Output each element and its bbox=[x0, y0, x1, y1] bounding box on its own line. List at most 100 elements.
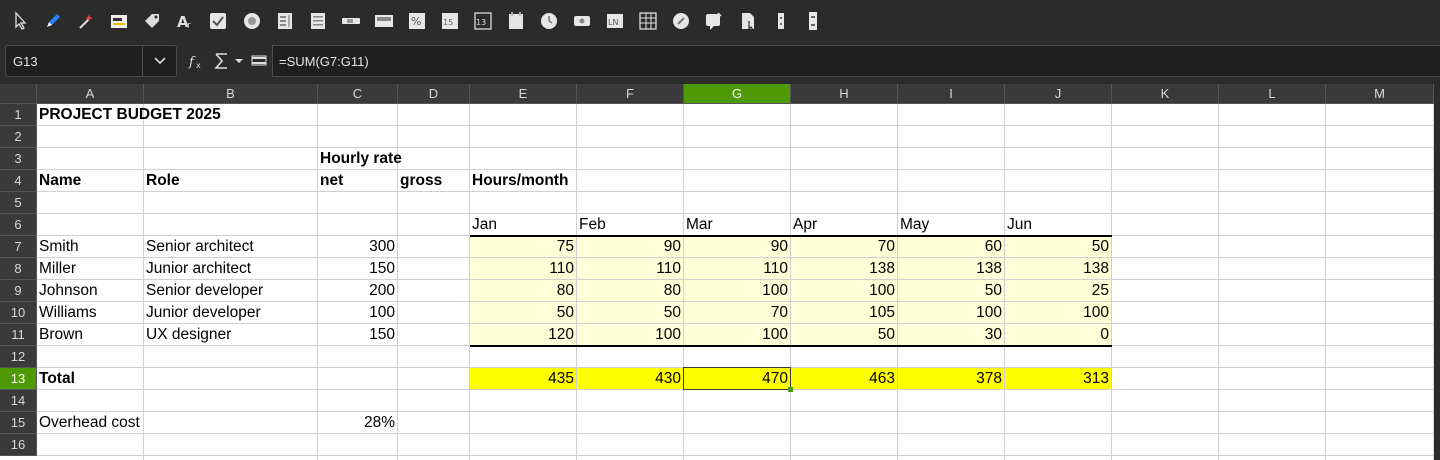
row-header-10[interactable]: 10 bbox=[0, 302, 37, 324]
group-box-icon[interactable] bbox=[373, 10, 395, 32]
combo-box-icon[interactable] bbox=[307, 10, 329, 32]
column-header-f[interactable]: F bbox=[577, 84, 684, 104]
row-header-6[interactable]: 6 bbox=[0, 214, 37, 236]
svg-text:f: f bbox=[188, 55, 196, 70]
date-field-icon[interactable] bbox=[505, 10, 527, 32]
select-all-corner[interactable] bbox=[0, 84, 37, 104]
row-gridline bbox=[37, 213, 1434, 214]
row-header-16[interactable]: 16 bbox=[0, 434, 37, 456]
row-header-2[interactable]: 2 bbox=[0, 126, 37, 148]
column-header-j[interactable]: J bbox=[1005, 84, 1112, 104]
column-gridline bbox=[790, 104, 791, 460]
row-header-14[interactable]: 14 bbox=[0, 390, 37, 412]
table-control-icon[interactable] bbox=[637, 10, 659, 32]
column-gridline bbox=[576, 104, 577, 460]
hours-value: 138 bbox=[1083, 260, 1109, 277]
row-gridline bbox=[37, 279, 1434, 280]
person-role: Junior architect bbox=[146, 260, 252, 277]
magic-wand-icon[interactable] bbox=[75, 10, 97, 32]
radio-button-icon[interactable] bbox=[241, 10, 263, 32]
tag-icon[interactable] bbox=[141, 10, 163, 32]
name-box[interactable]: G13 bbox=[5, 45, 177, 77]
form-control-icon[interactable] bbox=[108, 10, 130, 32]
hours-value: 120 bbox=[548, 326, 574, 343]
row-header-7[interactable]: 7 bbox=[0, 236, 37, 258]
label-field-icon[interactable]: LN bbox=[604, 10, 626, 32]
column-header-b[interactable]: B bbox=[144, 84, 318, 104]
column-gridline bbox=[897, 104, 898, 460]
hourly-rate-header: Hourly rate bbox=[320, 150, 402, 167]
overhead-label: Overhead cost bbox=[39, 414, 140, 431]
row-header-9[interactable]: 9 bbox=[0, 280, 37, 302]
checkbox-icon[interactable] bbox=[207, 10, 229, 32]
row-header-4[interactable]: 4 bbox=[0, 170, 37, 192]
person-name: Brown bbox=[39, 326, 83, 343]
spreadsheet-grid[interactable]: A B C D E F G H I J K L M 1 2 3 4 5 6 7 8 9 10 11 12 13 14 15 16 PROJ… bbox=[0, 84, 1434, 460]
row-gridline bbox=[37, 125, 1434, 126]
scrollbar-icon[interactable] bbox=[340, 10, 362, 32]
image-control-icon[interactable] bbox=[703, 10, 725, 32]
hourly-rate-value: 200 bbox=[369, 282, 395, 299]
select-pointer-icon[interactable] bbox=[10, 10, 32, 32]
image-button-icon[interactable] bbox=[571, 10, 593, 32]
column-header-h[interactable]: H bbox=[791, 84, 898, 104]
column-header-c[interactable]: C bbox=[318, 84, 398, 104]
row-gridline bbox=[37, 147, 1434, 148]
total-label: Total bbox=[39, 370, 75, 387]
hours-value: 100 bbox=[869, 282, 895, 299]
hours-value: 50 bbox=[984, 282, 1002, 299]
formula-icon[interactable] bbox=[249, 51, 269, 71]
sum-icon[interactable] bbox=[212, 51, 232, 71]
person-name: Johnson bbox=[39, 282, 98, 299]
column-gridline bbox=[1325, 104, 1326, 460]
row-header-1[interactable]: 1 bbox=[0, 104, 37, 126]
column-header-d[interactable]: D bbox=[398, 84, 470, 104]
file-selection-icon[interactable] bbox=[737, 10, 759, 32]
formula-input[interactable]: =SUM(G7:G11) bbox=[272, 45, 1440, 77]
gross-header: gross bbox=[400, 172, 443, 189]
autofill-handle[interactable] bbox=[788, 387, 793, 392]
row-header-5[interactable]: 5 bbox=[0, 192, 37, 214]
row-header-12[interactable]: 12 bbox=[0, 346, 37, 368]
column-header-k[interactable]: K bbox=[1112, 84, 1219, 104]
column-header-e[interactable]: E bbox=[470, 84, 577, 104]
column-gridline bbox=[683, 104, 684, 460]
name-box-dropdown-button[interactable] bbox=[142, 46, 177, 76]
hourly-rate-value: 150 bbox=[369, 326, 395, 343]
spin-button-icon[interactable] bbox=[770, 10, 792, 32]
month-header: Apr bbox=[793, 216, 818, 233]
column-header-i[interactable]: I bbox=[898, 84, 1005, 104]
active-cell-cursor[interactable] bbox=[683, 367, 791, 390]
column-header-g[interactable]: G bbox=[684, 84, 791, 104]
column-gridline bbox=[397, 104, 398, 460]
pen-icon[interactable] bbox=[42, 10, 64, 32]
time-field-icon[interactable] bbox=[538, 10, 560, 32]
hours-month-header: Hours/month bbox=[472, 172, 569, 189]
row-gridline bbox=[37, 191, 1434, 192]
hourly-rate-value: 100 bbox=[369, 304, 395, 321]
row-header-11[interactable]: 11 bbox=[0, 324, 37, 346]
row-gridline bbox=[37, 257, 1434, 258]
formatted-field-icon[interactable]: 13 bbox=[472, 10, 494, 32]
sum-dropdown-icon[interactable] bbox=[232, 51, 246, 71]
hours-value: 60 bbox=[984, 238, 1002, 255]
numeric-field-icon[interactable]: 15 bbox=[439, 10, 461, 32]
hours-value: 100 bbox=[655, 326, 681, 343]
net-header: net bbox=[320, 172, 344, 189]
row-header-8[interactable]: 8 bbox=[0, 258, 37, 280]
more-controls-icon[interactable] bbox=[802, 10, 824, 32]
column-header-a[interactable]: A bbox=[37, 84, 144, 104]
hours-value: 50 bbox=[663, 304, 681, 321]
column-header-l[interactable]: L bbox=[1219, 84, 1326, 104]
list-box-icon[interactable] bbox=[274, 10, 296, 32]
percent-field-icon[interactable]: % bbox=[406, 10, 428, 32]
row-header-13[interactable]: 13 bbox=[0, 368, 37, 390]
column-header-m[interactable]: M bbox=[1326, 84, 1434, 104]
navigation-bar-icon[interactable] bbox=[670, 10, 692, 32]
total-value: 430 bbox=[655, 370, 681, 387]
row-gridline bbox=[37, 433, 1434, 434]
row-header-3[interactable]: 3 bbox=[0, 148, 37, 170]
row-header-15[interactable]: 15 bbox=[0, 412, 37, 434]
